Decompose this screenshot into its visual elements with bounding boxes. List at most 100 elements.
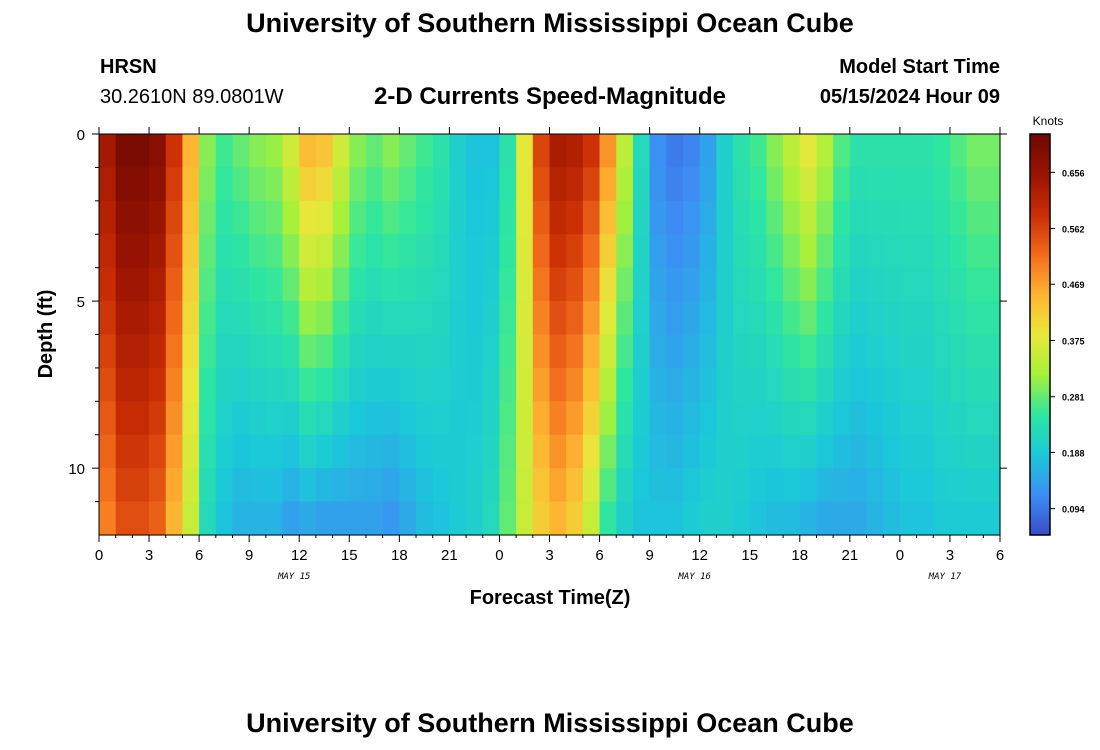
- heatmap-cell: [249, 468, 267, 503]
- heatmap-cell: [733, 200, 751, 235]
- heatmap-cell: [733, 401, 751, 436]
- heatmap-cell: [966, 234, 984, 269]
- heatmap-cell: [649, 468, 667, 503]
- heatmap-cell: [399, 301, 417, 336]
- heatmap-cell: [916, 434, 934, 469]
- heatmap-cell: [99, 401, 117, 436]
- heatmap-cell: [99, 501, 117, 536]
- heatmap-cell: [833, 401, 851, 436]
- heatmap-cell: [966, 468, 984, 503]
- heatmap-cell: [399, 367, 417, 402]
- heatmap-cell: [749, 434, 768, 469]
- heatmap-cell: [115, 334, 133, 369]
- heatmap-cell: [799, 434, 818, 469]
- x-tick-label: 6: [996, 547, 1004, 564]
- x-tick-label: 0: [95, 547, 103, 564]
- heatmap-cell: [766, 134, 784, 169]
- heatmap-cell: [733, 167, 751, 202]
- heatmap-cell: [482, 167, 501, 202]
- heatmap-cell: [916, 134, 934, 169]
- heatmap-cell: [516, 401, 534, 436]
- heatmap-cell: [949, 200, 968, 235]
- heatmap-cell: [532, 167, 551, 202]
- heatmap-cell: [849, 167, 868, 202]
- heatmap-cell: [149, 234, 167, 269]
- heatmap-cell: [432, 267, 450, 302]
- heatmap-cell: [983, 401, 1001, 436]
- heatmap-cell: [833, 501, 851, 536]
- heatmap-cell: [816, 301, 834, 336]
- heatmap-cell: [232, 134, 250, 169]
- heatmap-cell: [582, 267, 601, 302]
- heatmap-cell: [983, 468, 1001, 503]
- heatmap-cell: [699, 301, 717, 336]
- heatmap-cell: [799, 367, 818, 402]
- footer-title: University of Southern Mississippi Ocean…: [246, 708, 854, 738]
- heatmap-cell: [566, 267, 584, 302]
- heatmap-cell: [165, 334, 184, 369]
- heatmap-cell: [599, 200, 617, 235]
- heatmap-cell: [649, 267, 667, 302]
- heatmap-cell: [282, 134, 300, 169]
- heatmap-cell: [449, 167, 467, 202]
- heatmap-cell: [866, 134, 884, 169]
- heatmap-cell: [766, 200, 784, 235]
- heatmap-cell: [666, 434, 684, 469]
- heatmap-cell: [649, 134, 667, 169]
- heatmap-cell: [883, 334, 901, 369]
- heatmap-cell: [432, 134, 450, 169]
- heatmap-cell: [733, 334, 751, 369]
- heatmap-cell: [599, 367, 617, 402]
- heatmap-cell: [215, 267, 234, 302]
- date-label: MAY 17: [928, 572, 962, 582]
- heatmap-cell: [215, 434, 234, 469]
- heatmap-cell: [416, 367, 434, 402]
- heatmap-cell: [883, 200, 901, 235]
- heatmap-cell: [866, 334, 884, 369]
- heatmap-cell: [132, 501, 150, 536]
- heatmap-cell: [482, 134, 501, 169]
- heatmap-cell: [532, 301, 551, 336]
- heatmap-cell: [432, 301, 450, 336]
- heatmap-cell: [315, 200, 334, 235]
- heatmap-cell: [432, 501, 450, 536]
- heatmap-cell: [399, 401, 417, 436]
- heatmap-cell: [499, 200, 517, 235]
- heatmap-cell: [215, 334, 234, 369]
- heatmap-cell: [265, 334, 284, 369]
- heatmap-cell: [282, 434, 300, 469]
- heatmap-cell: [933, 334, 951, 369]
- heatmap-cell: [199, 367, 217, 402]
- heatmap-cell: [199, 234, 217, 269]
- heatmap-cell: [716, 301, 734, 336]
- heatmap-cell: [399, 234, 417, 269]
- heatmap-cell: [766, 501, 784, 536]
- heatmap-cell: [616, 167, 634, 202]
- heatmap-cell: [349, 501, 367, 536]
- heatmap-cell: [799, 501, 818, 536]
- heatmap-cell: [199, 134, 217, 169]
- heatmap-cell: [849, 401, 868, 436]
- heatmap-cell: [682, 501, 701, 536]
- x-tick-label: 18: [791, 547, 808, 564]
- heatmap-cell: [833, 167, 851, 202]
- heatmap-cell: [983, 367, 1001, 402]
- heatmap-cell: [365, 267, 384, 302]
- heatmap-cell: [149, 134, 167, 169]
- heatmap-cell: [833, 267, 851, 302]
- heatmap-cell: [432, 334, 450, 369]
- heatmap-cell: [849, 434, 868, 469]
- heatmap-cell: [165, 134, 184, 169]
- heatmap-cell: [566, 501, 584, 536]
- heatmap-cell: [149, 501, 167, 536]
- heatmap-cell: [933, 267, 951, 302]
- heatmap-cell: [132, 234, 150, 269]
- heatmap-cell: [933, 401, 951, 436]
- heatmap-cell: [449, 234, 467, 269]
- heatmap-cell: [549, 200, 567, 235]
- heatmap-cell: [682, 367, 701, 402]
- heatmap-cell: [899, 167, 918, 202]
- heatmap-cell: [883, 501, 901, 536]
- heatmap-cell: [916, 501, 934, 536]
